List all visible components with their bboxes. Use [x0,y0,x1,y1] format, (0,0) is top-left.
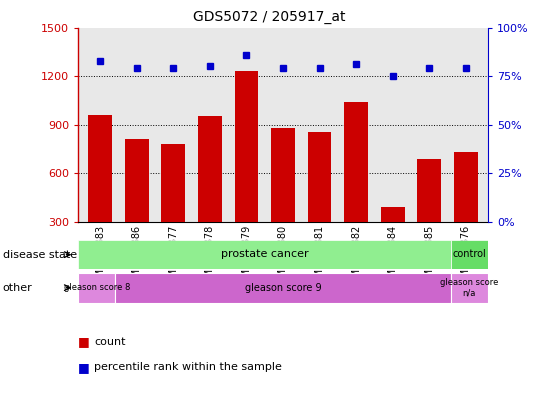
Bar [308,132,331,271]
Bar [417,159,441,271]
Text: gleason score 8: gleason score 8 [64,283,130,292]
Text: percentile rank within the sample: percentile rank within the sample [94,362,282,373]
Bar [88,115,112,271]
Bar [344,102,368,271]
Bar [161,144,185,271]
Text: disease state: disease state [3,250,77,260]
Bar [125,140,149,271]
Text: count: count [94,337,126,347]
Bar [451,273,488,303]
Bar [454,152,478,271]
Bar [78,273,115,303]
Text: other: other [3,283,32,293]
Text: GDS5072 / 205917_at: GDS5072 / 205917_at [194,10,345,24]
Text: gleason score
n/a: gleason score n/a [440,278,499,298]
Text: control: control [452,250,486,259]
Bar [381,208,405,271]
Bar [115,273,451,303]
Bar [234,71,258,271]
Text: gleason score 9: gleason score 9 [245,283,321,293]
Text: prostate cancer: prostate cancer [220,250,308,259]
Text: ■: ■ [78,335,90,349]
Bar [451,240,488,269]
Bar [198,116,222,271]
Bar [271,128,295,271]
Text: ■: ■ [78,361,90,374]
